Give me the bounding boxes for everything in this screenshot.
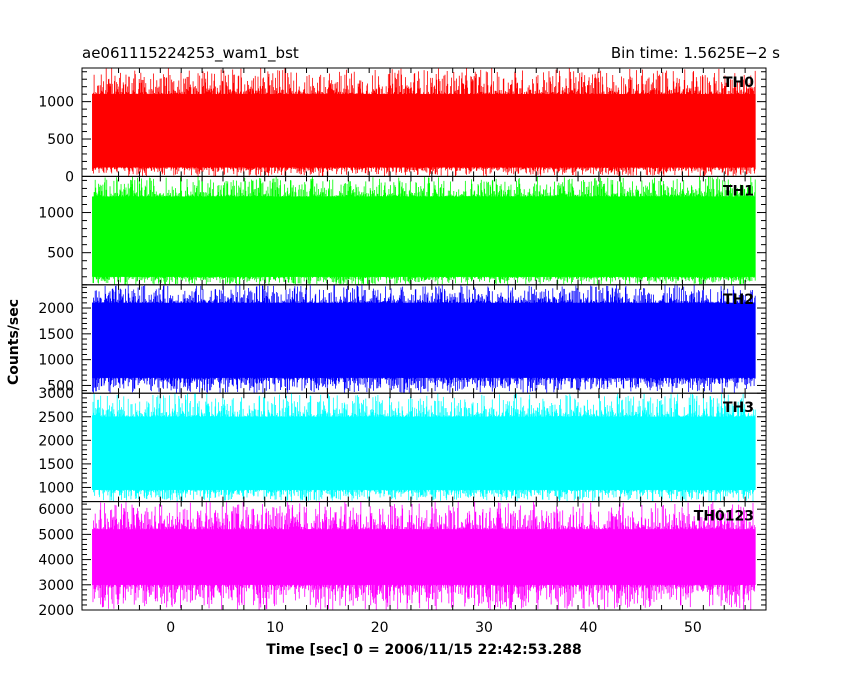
y-tick-label: 5000 — [38, 527, 74, 543]
y-tick-label: 2000 — [38, 433, 74, 449]
series-th3-trace — [92, 393, 756, 502]
y-tick-label: 500 — [47, 246, 74, 262]
x-tick-label: 0 — [166, 620, 175, 636]
y-tick-label: 500 — [47, 132, 74, 148]
series-name-th1: TH1 — [723, 183, 754, 199]
y-axis-label: Counts/sec — [6, 299, 22, 385]
y-tick-label: 4000 — [38, 553, 74, 569]
chart-title: ae061115224253_wam1_bst — [82, 44, 299, 63]
series-name-th0123: TH0123 — [694, 509, 754, 525]
y-tick-label: 1000 — [38, 206, 74, 222]
y-tick-label: 1000 — [38, 353, 74, 369]
x-tick-label: 10 — [266, 620, 284, 636]
series-name-th2: TH2 — [723, 292, 754, 308]
series-th0123-trace — [92, 501, 756, 610]
y-tick-label: 3000 — [38, 578, 74, 594]
x-axis-label: Time [sec] 0 = 2006/11/15 22:42:53.288 — [266, 642, 582, 658]
y-tick-label: 2500 — [38, 410, 74, 426]
x-tick-label: 40 — [580, 620, 598, 636]
y-tick-label: 3000 — [38, 386, 74, 402]
series-name-th3: TH3 — [723, 400, 754, 416]
y-tick-label: 2000 — [38, 301, 74, 317]
panel-th0123-frame — [81, 501, 767, 611]
y-tick-label: 0 — [65, 169, 74, 185]
y-tick-label: 1000 — [38, 480, 74, 496]
panel-th1: 500 1000 TH1 — [38, 175, 767, 286]
series-th2-trace — [92, 284, 756, 394]
y-tick-label: 6000 — [38, 502, 74, 518]
y-tick-label: 500 — [47, 378, 74, 394]
panel-th0: 0 500 1000 TH0 — [38, 67, 767, 185]
y-tick-label: 2000 — [38, 603, 74, 619]
panels: 0 500 1000 TH0 500 1000 TH1 500 1000 1500 2000 TH2 1… — [38, 67, 767, 619]
panel-th2: 500 1000 1500 2000 TH2 — [38, 284, 767, 394]
x-tick-label: 30 — [475, 620, 493, 636]
panel-th0123: 2000 3000 4000 5000 6000 TH0123 — [38, 501, 767, 619]
x-tick-label: 20 — [371, 620, 389, 636]
y-tick-label: 1000 — [38, 95, 74, 111]
y-tick-label: 1500 — [38, 327, 74, 343]
x-tick-label: 50 — [684, 620, 702, 636]
series-name-th0: TH0 — [723, 75, 754, 91]
panel-th3: 1000 1500 2000 2500 3000 TH3 — [38, 386, 767, 503]
y-tick-label: 1500 — [38, 457, 74, 473]
series-th1-trace — [92, 176, 756, 285]
bin-time-label: Bin time: 1.5625E−2 s — [611, 44, 780, 62]
x-axis: 0 10 20 30 40 50 — [166, 620, 702, 636]
series-th0-trace — [92, 68, 756, 177]
